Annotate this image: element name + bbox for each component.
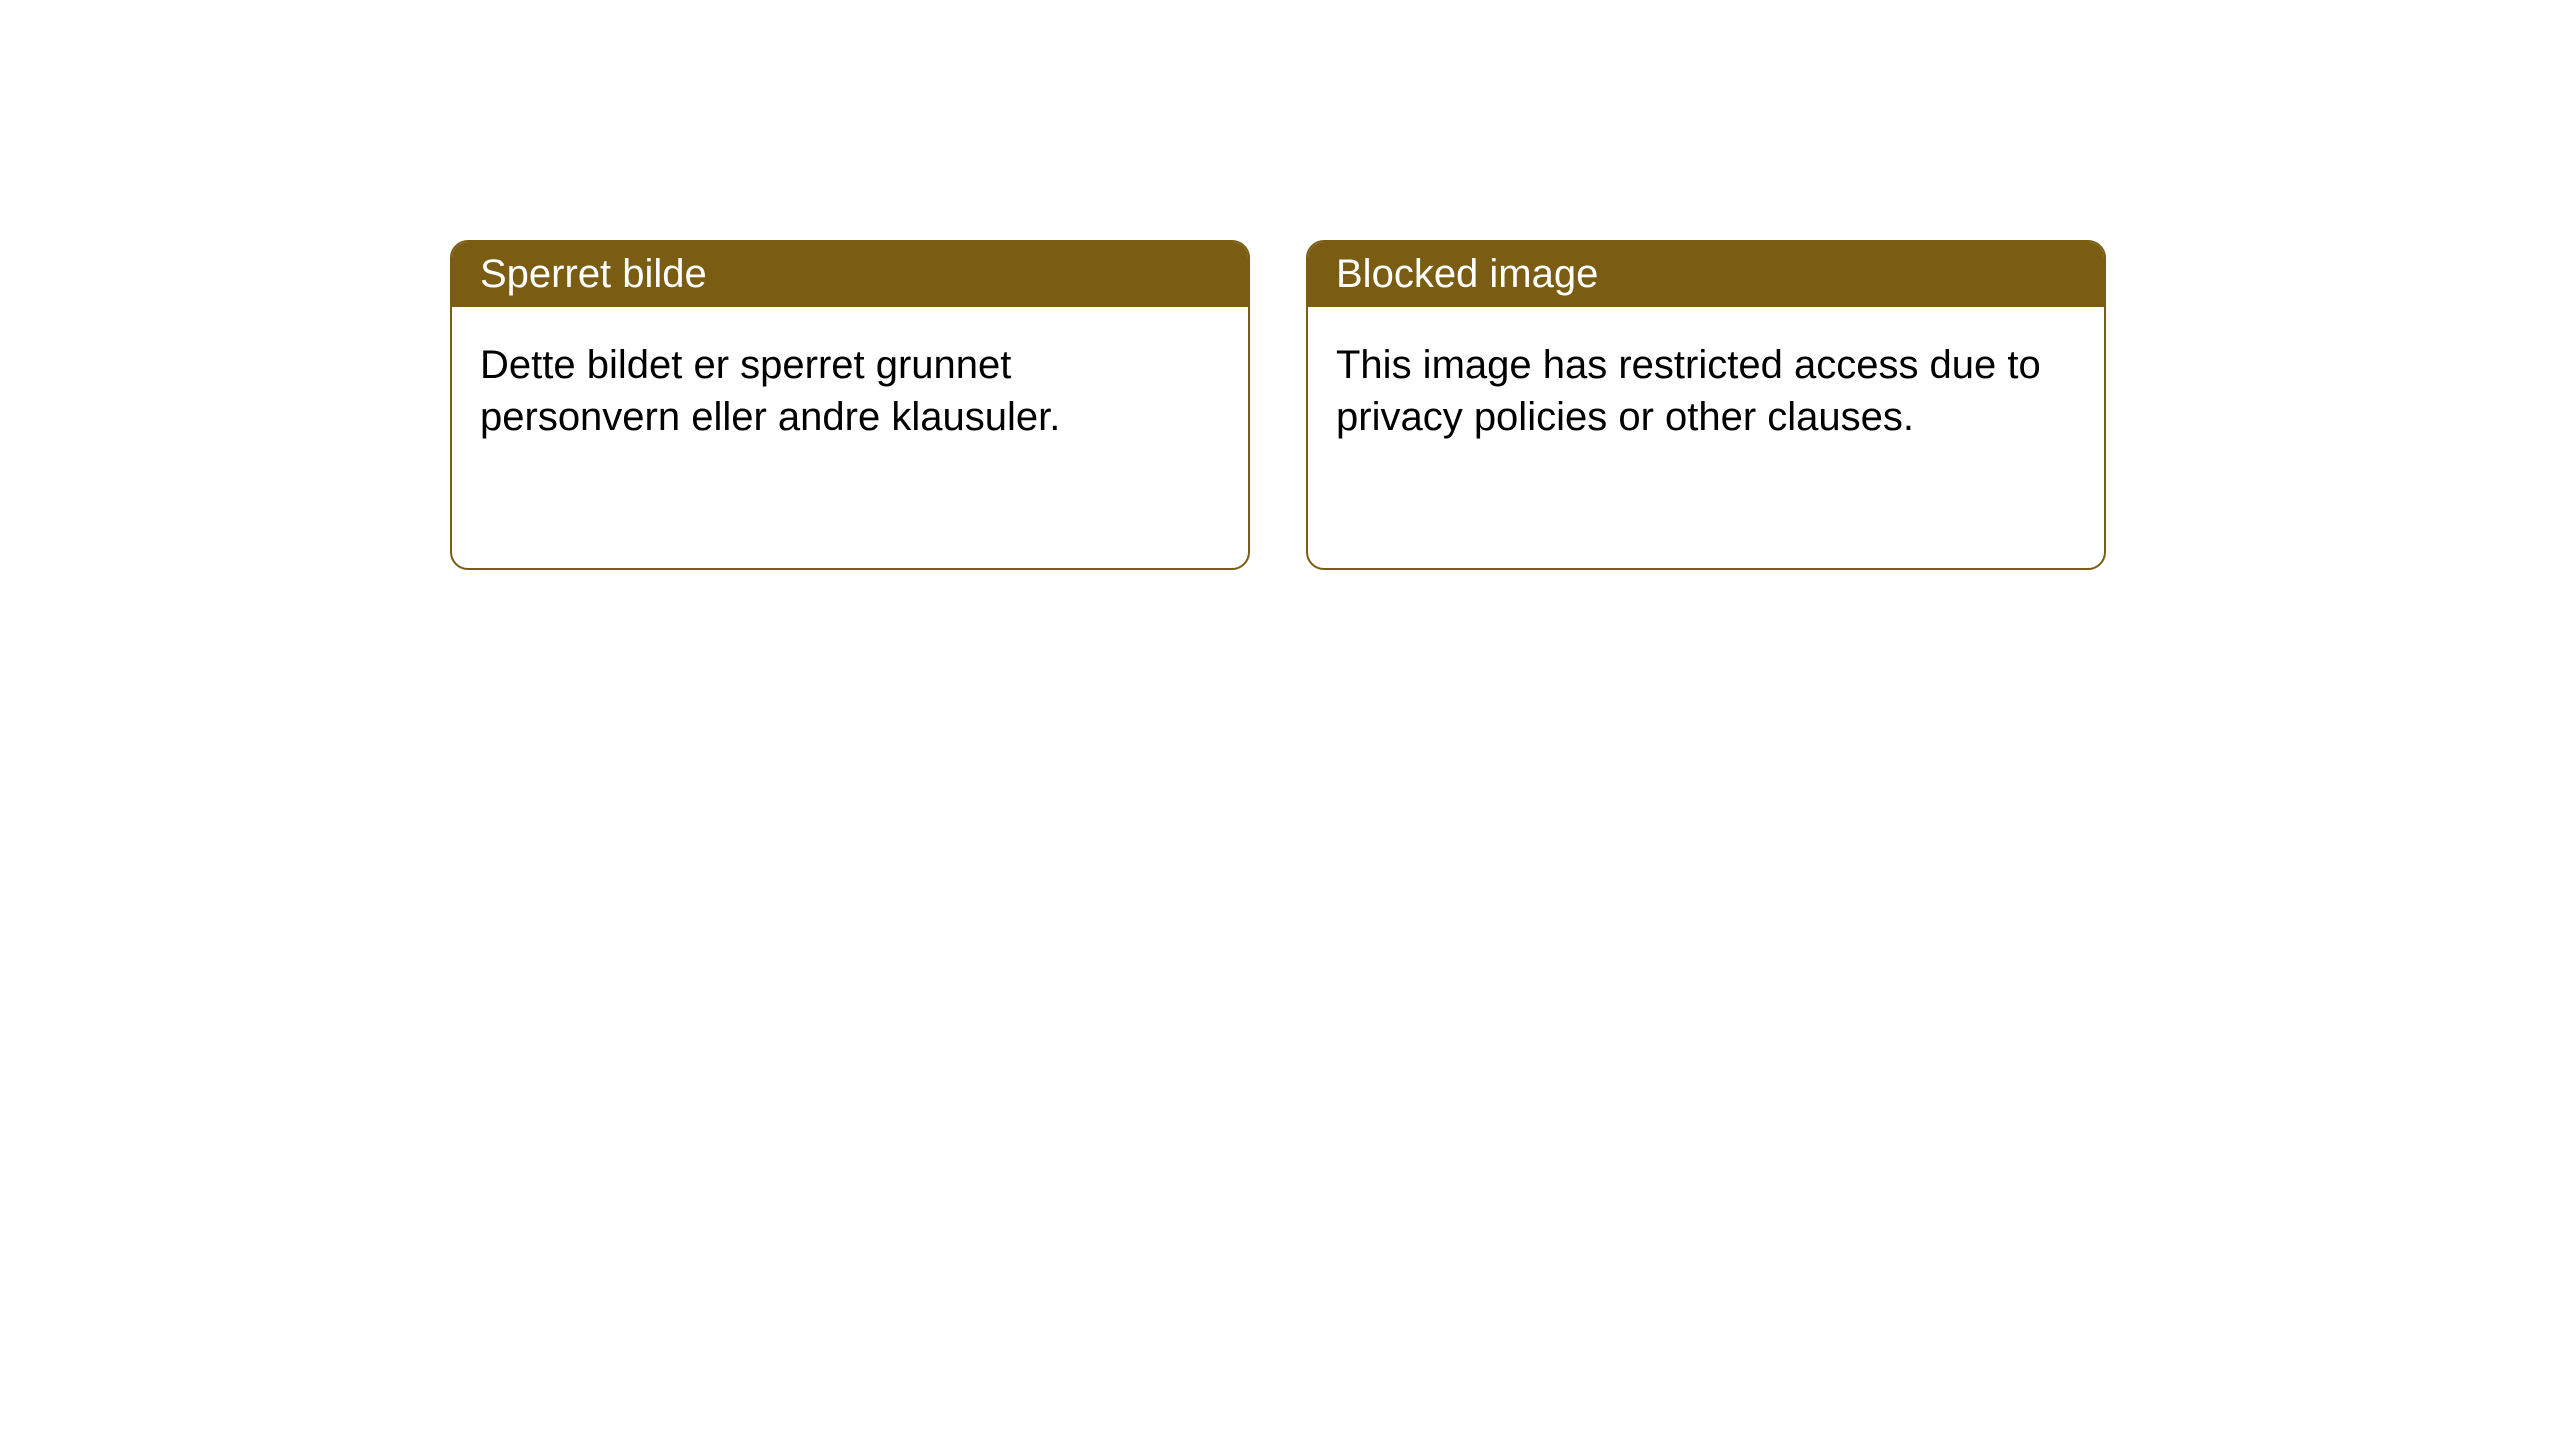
notice-card-norwegian: Sperret bilde Dette bildet er sperret gr…: [450, 240, 1250, 570]
notice-title: Blocked image: [1308, 242, 2104, 307]
notice-body: This image has restricted access due to …: [1308, 307, 2104, 475]
notices-container: Sperret bilde Dette bildet er sperret gr…: [0, 0, 2560, 570]
notice-title: Sperret bilde: [452, 242, 1248, 307]
notice-body: Dette bildet er sperret grunnet personve…: [452, 307, 1248, 475]
notice-card-english: Blocked image This image has restricted …: [1306, 240, 2106, 570]
